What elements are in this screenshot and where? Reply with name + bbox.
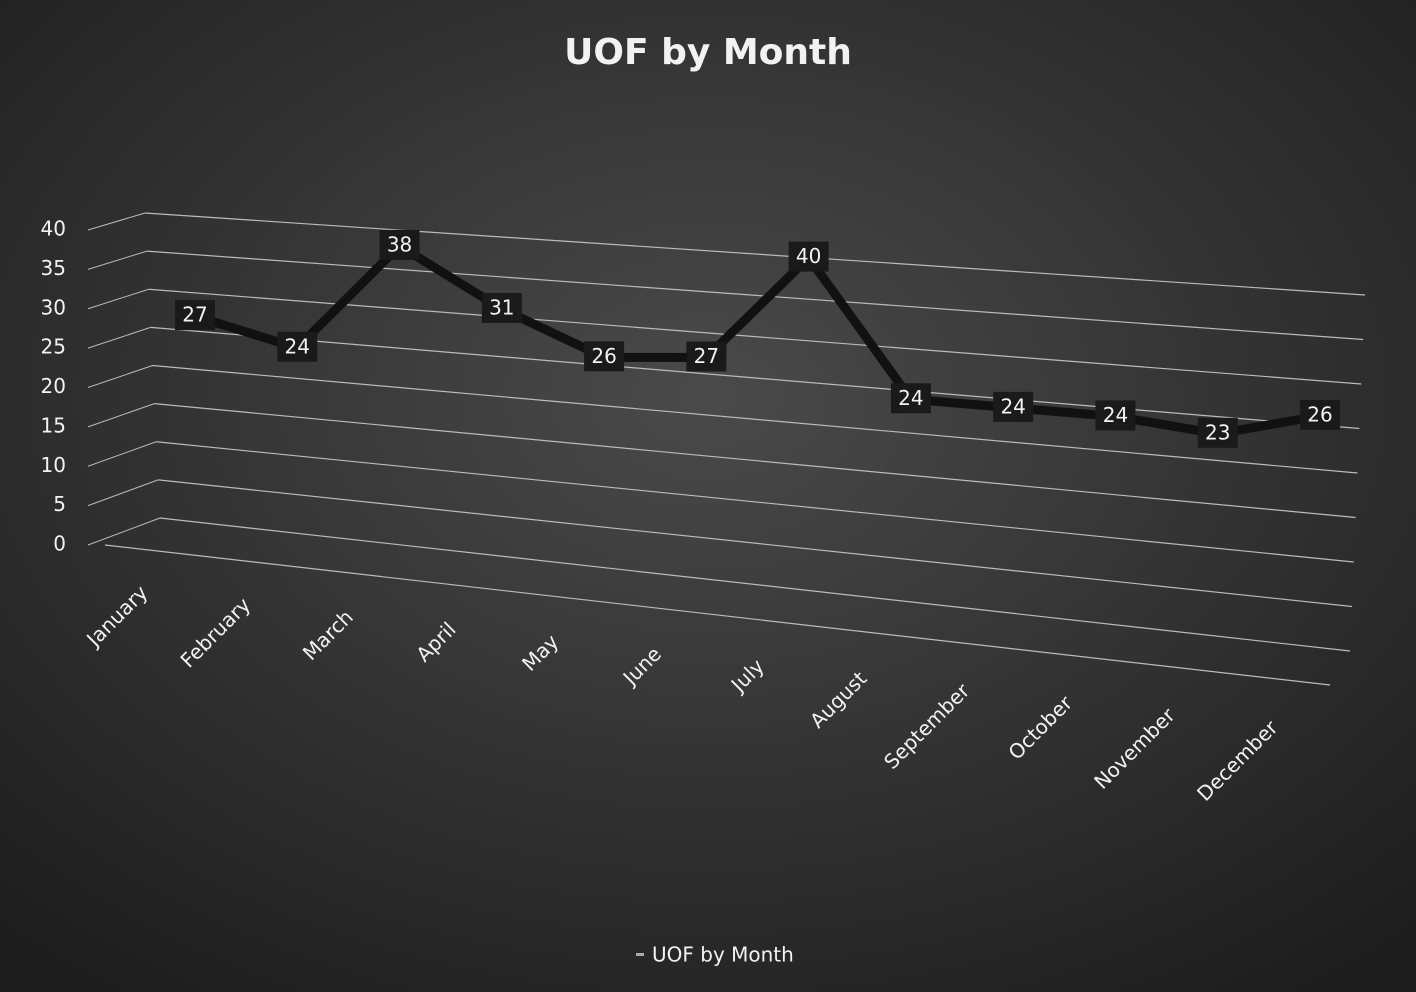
data-label: 24	[898, 386, 923, 410]
data-label-box	[1300, 399, 1340, 430]
data-label-box	[277, 331, 318, 362]
axis-tick	[87, 479, 159, 507]
grid-line	[154, 403, 1356, 519]
axis-tick	[87, 250, 148, 270]
legend-label: UOF by Month	[652, 943, 794, 967]
data-label: 31	[489, 295, 514, 319]
axis-tick	[87, 288, 149, 310]
data-label: 24	[1000, 394, 1025, 418]
data-label: 23	[1205, 420, 1230, 444]
y-tick-label: 30	[41, 295, 66, 319]
data-label-box	[686, 341, 727, 372]
grid-line	[148, 288, 1362, 385]
data-label-box	[890, 383, 931, 414]
data-label-box	[1197, 417, 1238, 448]
y-tick-label: 15	[41, 413, 66, 437]
grid-line	[144, 212, 1366, 296]
chart-title: UOF by Month	[564, 32, 852, 73]
grid-line	[159, 517, 1351, 652]
y-tick-label: 10	[41, 453, 66, 477]
axis-tick	[87, 517, 161, 546]
data-label: 27	[182, 303, 207, 327]
grid-line	[150, 326, 1360, 430]
axis-tick	[87, 403, 155, 428]
grid-line	[156, 441, 1354, 563]
data-label: 24	[285, 334, 310, 358]
grid-line	[158, 479, 1352, 608]
y-tick-label: 0	[53, 532, 66, 556]
y-tick-label: 5	[53, 492, 66, 516]
y-tick-label: 25	[41, 335, 66, 359]
y-tick-label: 20	[41, 374, 66, 398]
data-label: 26	[591, 344, 616, 368]
data-label: 40	[796, 244, 821, 268]
axis-tick	[87, 441, 157, 467]
data-label: 38	[387, 232, 412, 256]
data-label-box	[584, 341, 625, 372]
data-label-box	[481, 292, 522, 323]
data-label-box	[993, 391, 1034, 422]
grid-line	[152, 364, 1358, 474]
data-label-box	[379, 229, 420, 260]
grid-line	[146, 250, 1364, 341]
axis-tick	[87, 365, 153, 388]
data-label-box	[175, 300, 215, 331]
data-label-box	[1095, 400, 1136, 431]
axis-tick	[87, 212, 146, 231]
data-label: 24	[1103, 403, 1128, 427]
legend-swatch	[636, 953, 644, 956]
data-label: 26	[1307, 402, 1332, 426]
floor-front	[104, 544, 1331, 686]
axis-tick	[87, 326, 151, 349]
y-tick-label: 35	[41, 256, 66, 280]
data-label: 27	[694, 344, 719, 368]
y-tick-label: 40	[41, 217, 66, 241]
data-label-box	[788, 241, 829, 272]
